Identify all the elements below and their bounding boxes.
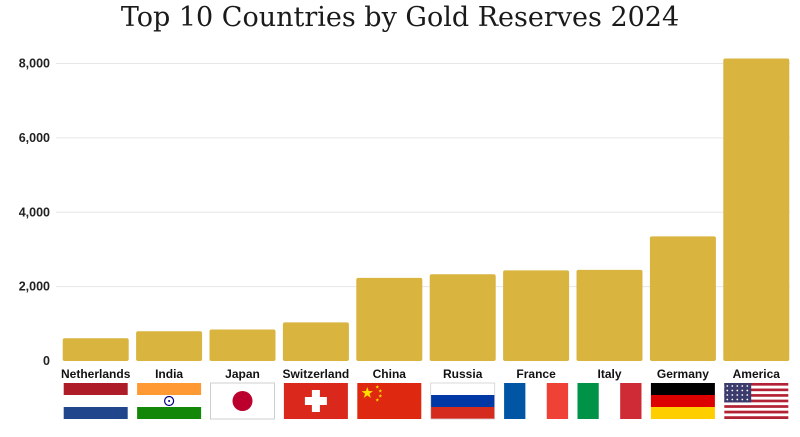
- x-tick-label: America: [733, 367, 781, 381]
- bar: [209, 329, 276, 361]
- y-tick-label: 0: [43, 354, 50, 368]
- france-flag-icon: [504, 383, 569, 419]
- y-tick-label: 4,000: [19, 205, 50, 219]
- x-tick-label: Russia: [443, 367, 483, 381]
- y-tick-label: 2,000: [19, 280, 50, 294]
- bar: [62, 338, 129, 361]
- bar: [136, 331, 203, 361]
- y-tick-label: 6,000: [19, 131, 50, 145]
- russia-flag-icon: [430, 382, 496, 420]
- netherlands-flag-icon: [63, 383, 128, 419]
- india-flag-icon: [137, 383, 202, 419]
- x-tick-label: China: [373, 367, 407, 381]
- bar: [282, 322, 349, 361]
- x-tick-label: Netherlands: [61, 367, 131, 381]
- bar: [576, 269, 643, 361]
- x-tick-label: India: [155, 367, 183, 381]
- italy-flag-icon: [577, 383, 642, 419]
- chart-title: Top 10 Countries by Gold Reserves 2024: [120, 2, 680, 33]
- x-tick-label: Japan: [225, 367, 260, 381]
- x-tick-label: Germany: [657, 367, 709, 381]
- bar: [723, 58, 790, 361]
- germany-flag-icon: [650, 383, 715, 419]
- x-tick-label: France: [516, 367, 556, 381]
- japan-flag-icon: [210, 382, 275, 420]
- china-flag-icon: [357, 383, 422, 419]
- bar: [503, 270, 570, 361]
- usa-flag-icon: [724, 383, 789, 419]
- x-tick-label: Switzerland: [283, 367, 350, 381]
- bar: [649, 236, 716, 361]
- x-tick-label: Italy: [597, 367, 621, 381]
- switzerland-flag-icon: [283, 383, 348, 419]
- bar: [356, 277, 423, 361]
- bar: [429, 274, 496, 361]
- y-tick-label: 8,000: [19, 57, 50, 71]
